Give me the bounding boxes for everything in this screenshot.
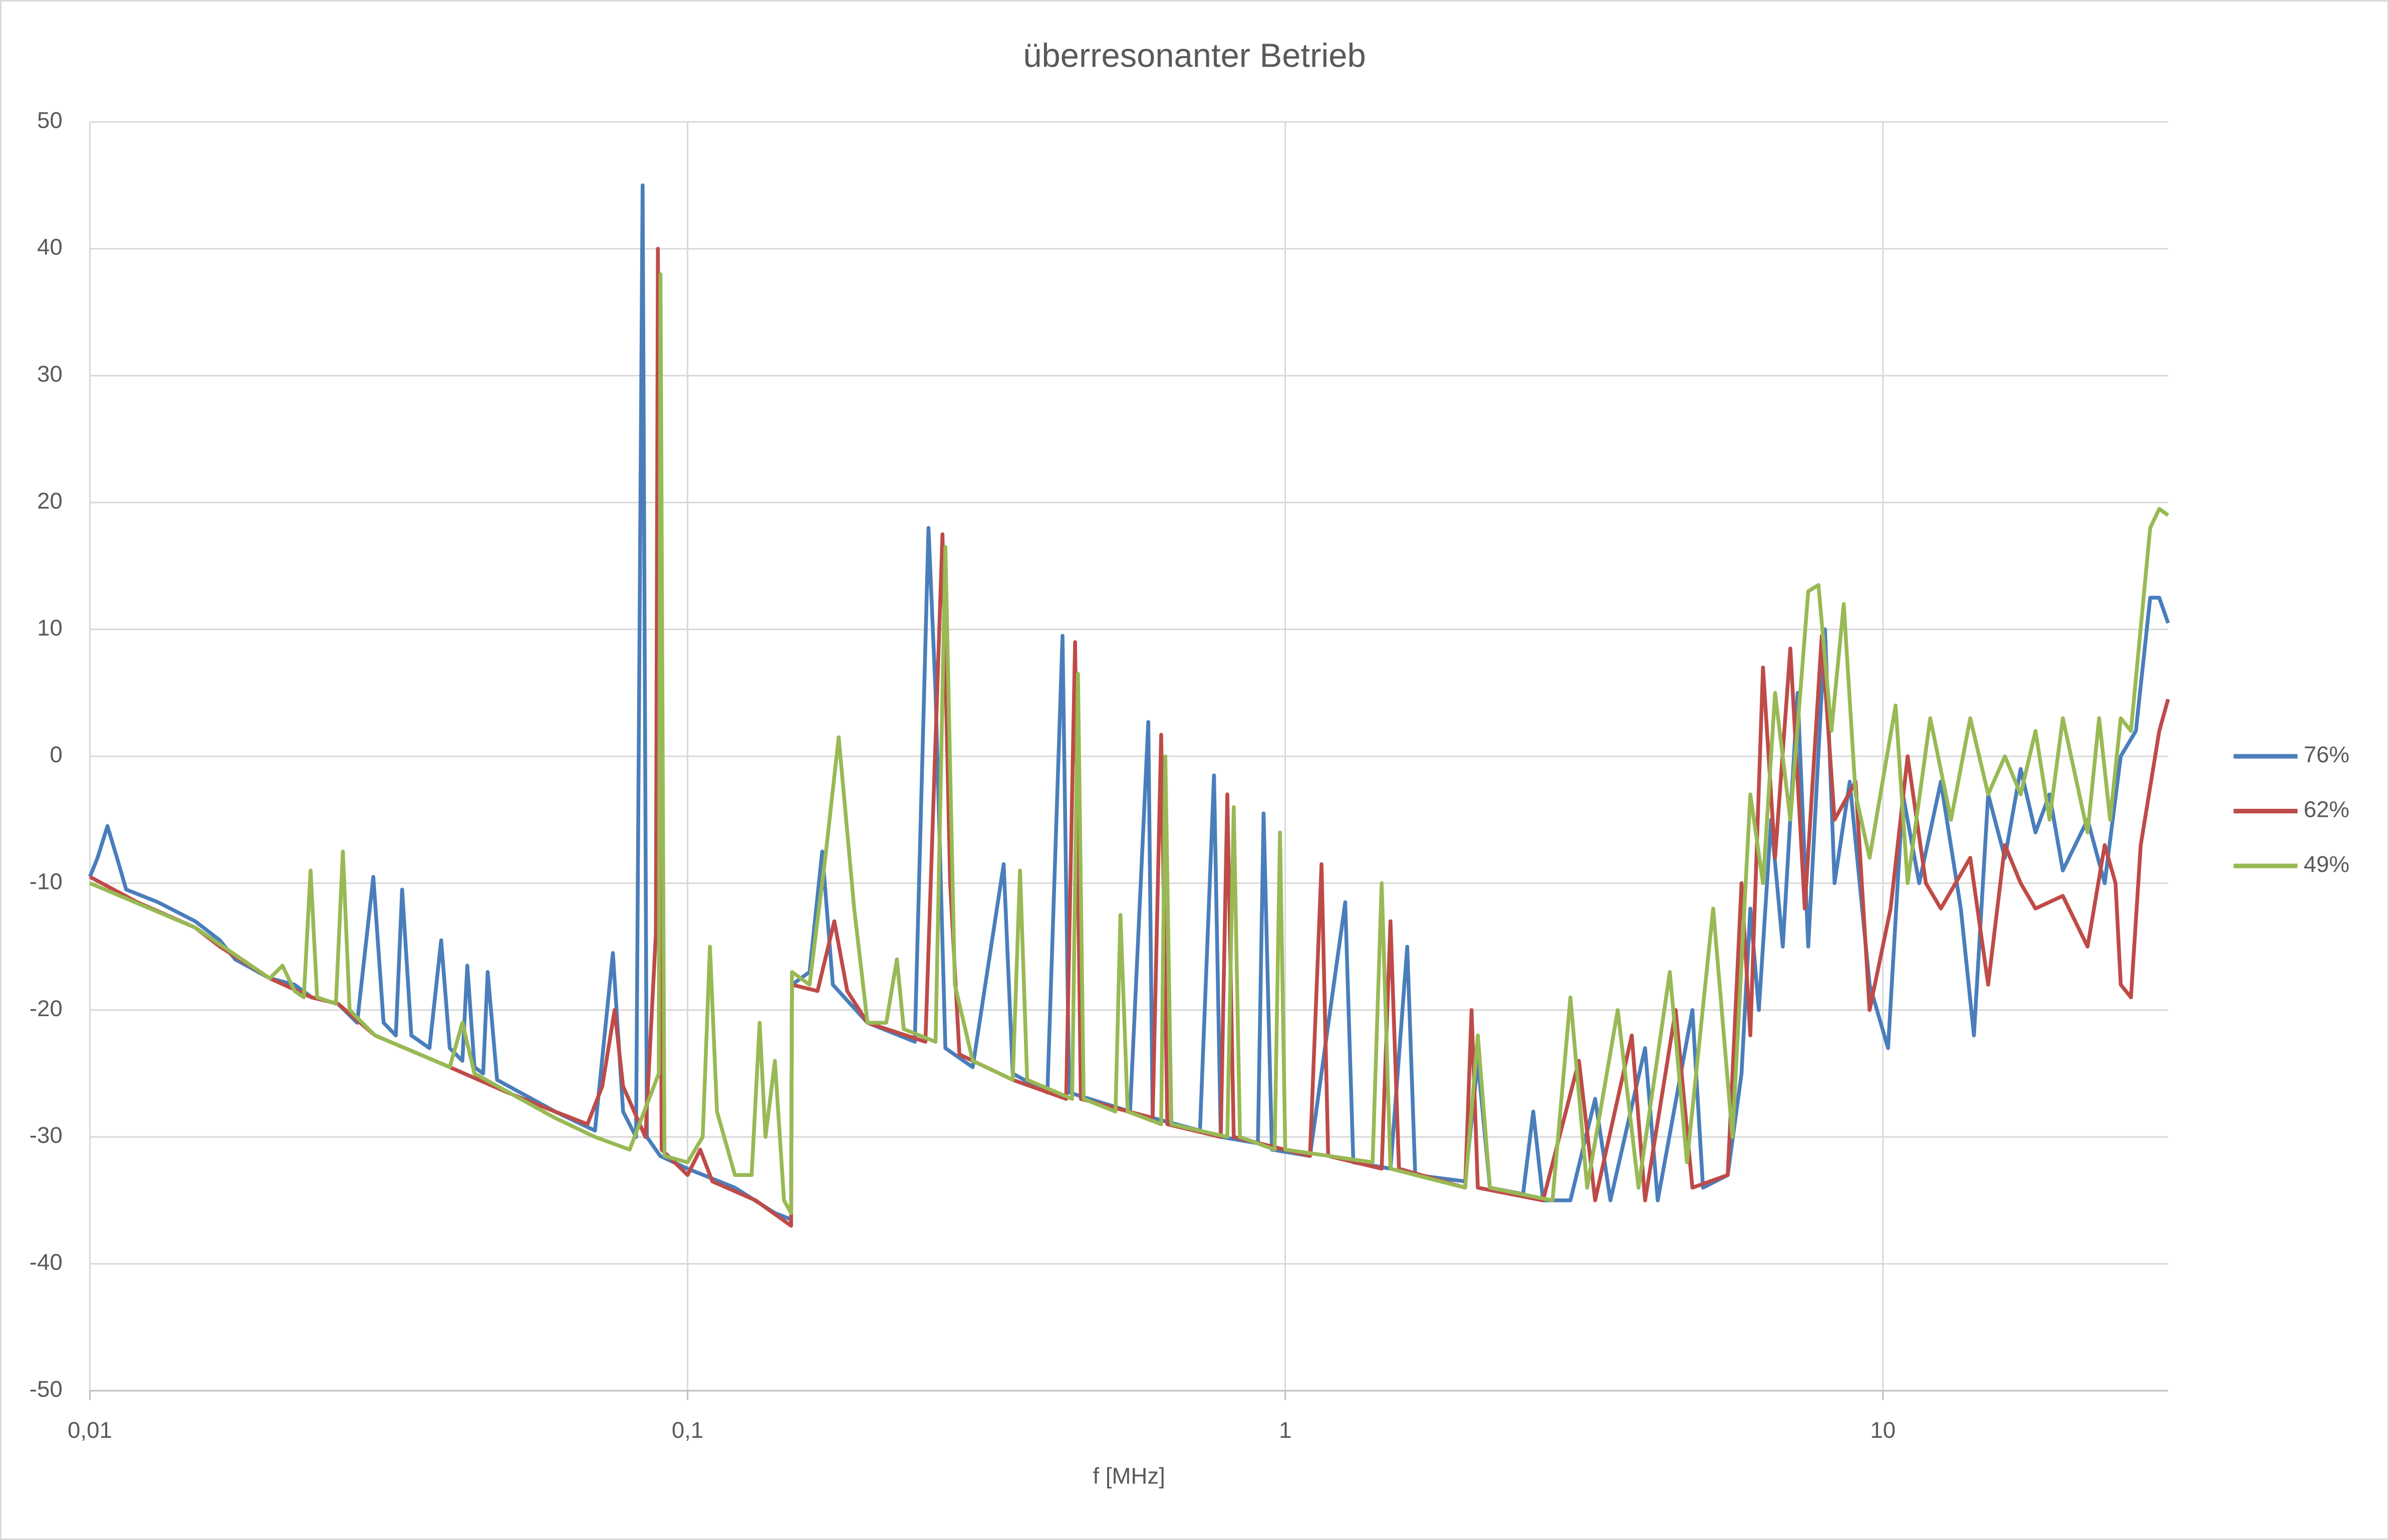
chart-title: überresonanter Betrieb [1023,37,1366,74]
y-tick-label: -20 [30,996,63,1021]
x-axis-label: f [MHz] [1093,1463,1165,1488]
x-tick-label: 1 [1279,1417,1291,1443]
y-tick-label: 50 [37,107,63,133]
y-tick-label: -40 [30,1250,63,1275]
y-tick-label: -10 [30,869,63,894]
series-line [89,272,2170,1215]
x-tick-label: 10 [1870,1417,1896,1443]
x-tick-label: 0,01 [68,1417,112,1443]
y-tick-label: -30 [30,1122,63,1148]
y-tick-label: 0 [50,742,62,767]
y-tick-label: 40 [37,234,63,260]
series-line [89,246,2170,1228]
legend-label: 62% [2304,797,2349,822]
legend-label: 76% [2304,742,2349,767]
x-tick-label: 0,1 [672,1417,703,1443]
legend-label: 49% [2304,851,2349,877]
y-tick-label: -50 [30,1376,63,1402]
y-tick-label: 20 [37,488,63,513]
y-tick-label: 10 [37,615,63,641]
y-tick-label: 30 [37,361,63,387]
